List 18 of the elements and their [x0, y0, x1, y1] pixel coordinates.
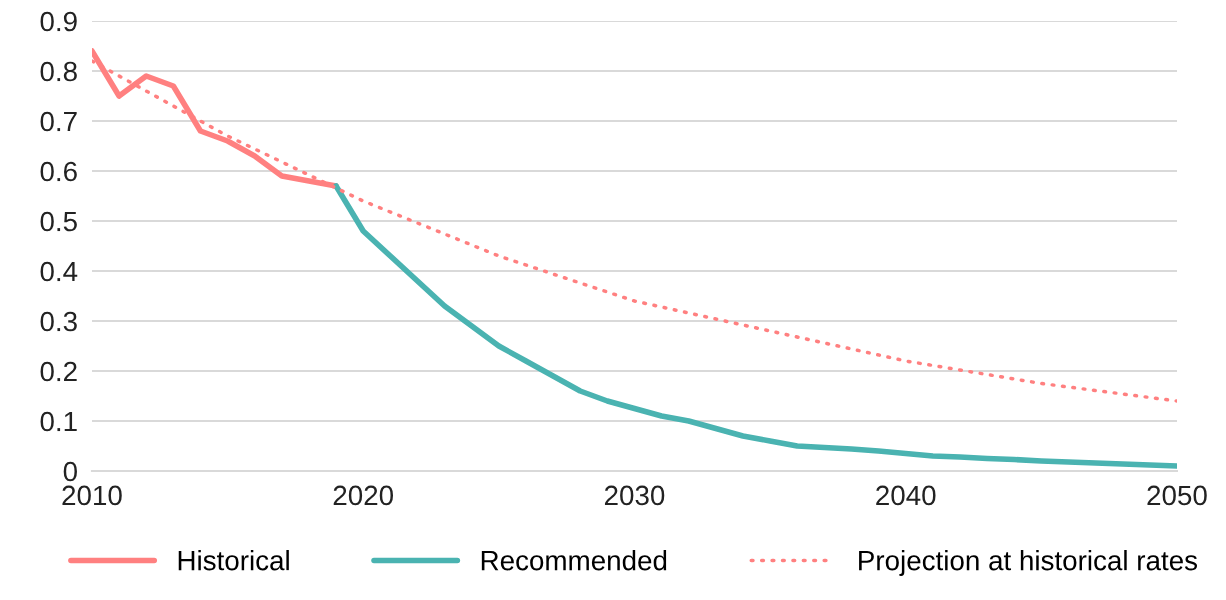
y-tick-label: 0.4: [40, 261, 78, 282]
x-tick-label: 2050: [1147, 485, 1207, 506]
y-tick-label: 0.2: [40, 361, 77, 382]
y-tick-label: 0.7: [40, 111, 77, 132]
x-tick-label: 2030: [604, 485, 665, 506]
x-tick-label: 2020: [333, 485, 394, 506]
y-tick-label: 0.6: [40, 161, 77, 182]
y-tick-label: 0.9: [40, 11, 77, 32]
legend-label: Historical: [178, 550, 289, 571]
y-tick-label: 0.8: [40, 61, 77, 82]
y-tick-label: 0.3: [40, 311, 77, 332]
x-tick-label: 2010: [62, 485, 122, 506]
y-tick-label: 0.1: [40, 411, 77, 432]
legend-label: Recommended: [481, 550, 667, 571]
y-tick-label: 0: [63, 461, 77, 482]
legend-label: Projection at historical rates: [859, 550, 1198, 576]
y-tick-label: 0.5: [40, 211, 77, 232]
x-tick-label: 2040: [876, 485, 936, 506]
